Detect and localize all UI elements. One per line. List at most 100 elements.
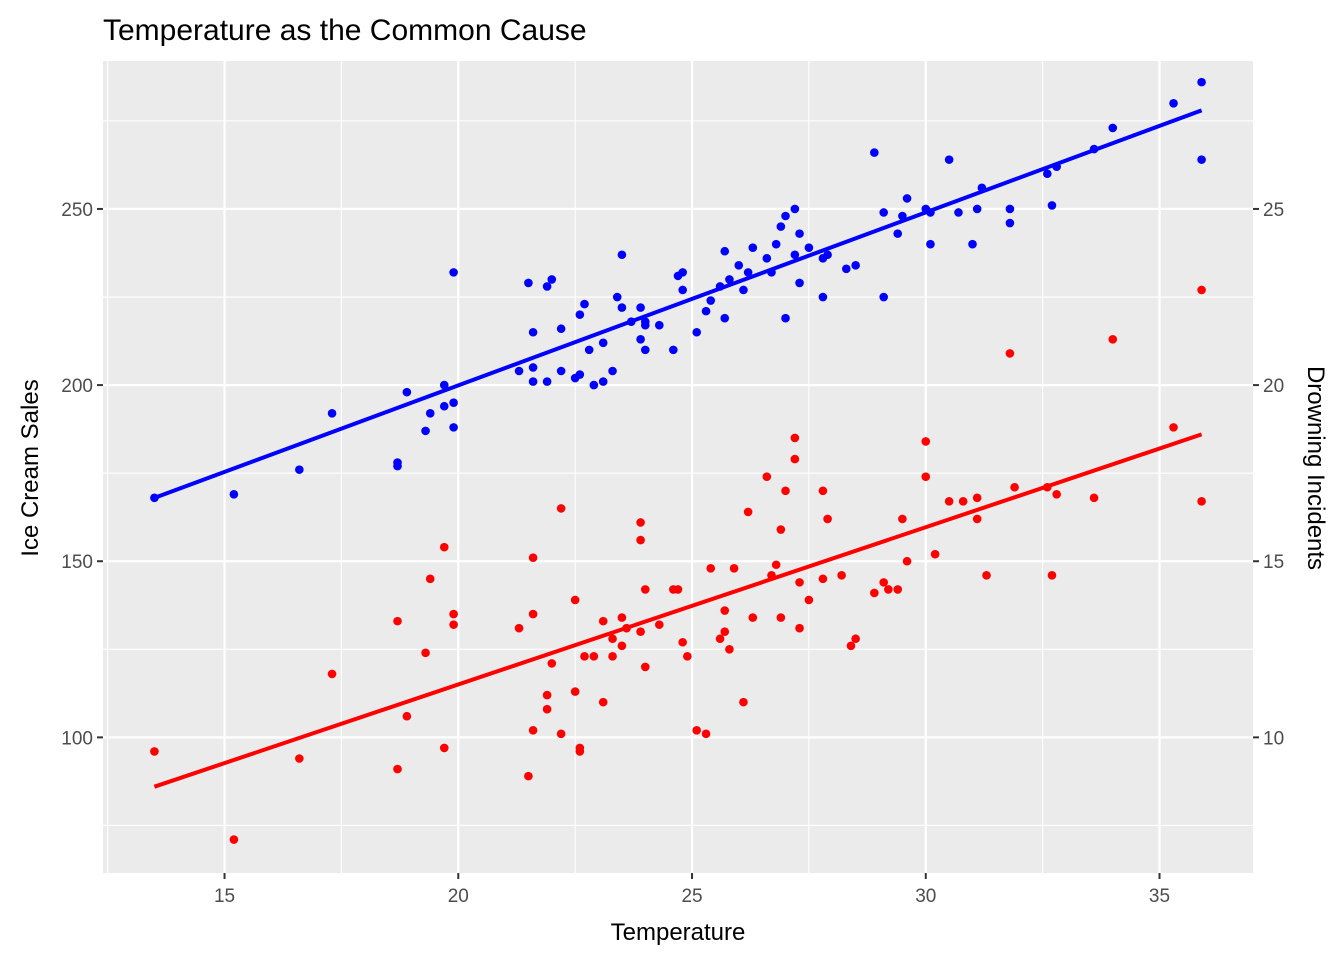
drowning-point xyxy=(598,616,608,626)
ice-cream-point xyxy=(902,194,912,203)
y-tick-label: 150 xyxy=(61,552,93,573)
series-drowning xyxy=(150,285,1206,844)
ice-cream-point xyxy=(612,292,622,302)
drowning-point xyxy=(229,835,239,844)
ice-cream-point xyxy=(393,458,402,467)
ice-cream-point xyxy=(528,327,538,337)
drowning-point xyxy=(921,437,931,446)
x-tick-label: 30 xyxy=(915,886,936,907)
ice-cream-point xyxy=(720,313,730,323)
drowning-point xyxy=(748,613,758,622)
ice-cream-point xyxy=(795,229,804,238)
drowning-point xyxy=(327,669,337,679)
drowning-point xyxy=(743,507,753,517)
y2-tick-label: 15 xyxy=(1263,552,1284,573)
drowning-point xyxy=(706,563,716,573)
drowning-point xyxy=(930,549,940,559)
ice-cream-point xyxy=(439,380,449,390)
ice-cream-point xyxy=(1047,201,1057,210)
drowning-point xyxy=(655,620,664,629)
ice-cream-point xyxy=(655,320,664,330)
ice-cream-point xyxy=(449,398,458,408)
ice-cream-point xyxy=(720,246,730,256)
y-tick-labels: 100 150 200 250 xyxy=(61,200,93,749)
drowning-point xyxy=(790,454,800,464)
ice-cream-point xyxy=(608,366,617,376)
drowning-point xyxy=(580,652,589,661)
drowning-point xyxy=(1108,334,1118,344)
drowning-point xyxy=(528,553,538,563)
drowning-point xyxy=(547,659,557,668)
ice-cream-point xyxy=(1197,155,1206,164)
drowning-point xyxy=(720,627,730,636)
drowning-point xyxy=(1010,482,1019,492)
ice-cream-point xyxy=(640,345,650,355)
drowning-point xyxy=(542,704,552,714)
y-tick-label: 250 xyxy=(61,200,93,221)
x-tick-label: 25 xyxy=(681,886,702,907)
ice-cream-point xyxy=(1169,98,1178,108)
drowning-point xyxy=(879,578,888,587)
drowning-point xyxy=(902,556,912,566)
ice-cream-point xyxy=(425,408,435,418)
drowning-point xyxy=(449,620,458,629)
drowning-point xyxy=(556,729,566,739)
drowning-point xyxy=(402,711,412,721)
ice-cream-point xyxy=(1043,169,1052,179)
grid-major xyxy=(103,61,1253,873)
drowning-point xyxy=(608,652,617,661)
drowning-point xyxy=(640,662,650,672)
ice-cream-point xyxy=(734,261,744,270)
drowning-point xyxy=(636,535,645,545)
ice-cream-point xyxy=(1197,77,1206,87)
ice-cream-point xyxy=(841,264,851,274)
drowning-point xyxy=(837,571,846,580)
ice-cream-point xyxy=(790,204,800,214)
ice-cream-point xyxy=(968,239,977,249)
ice-cream-point xyxy=(598,377,608,386)
ice-cream-point xyxy=(617,303,627,312)
ice-cream-point xyxy=(954,208,963,217)
drowning-point xyxy=(528,609,538,619)
drowning-point xyxy=(795,578,804,587)
ice-cream-point xyxy=(542,282,552,291)
ice-cream-point xyxy=(636,303,645,312)
ice-cream-point xyxy=(790,250,800,260)
drowning-point xyxy=(589,652,599,661)
drowning-point xyxy=(944,497,954,506)
ice-cream-point xyxy=(743,268,753,277)
ice-cream-point xyxy=(556,324,566,334)
ice-cream-point xyxy=(640,320,650,330)
ice-cream-point xyxy=(229,490,239,499)
grid-minor xyxy=(103,61,1253,873)
ice-cream-point xyxy=(739,285,748,295)
x-axis-title: Temperature xyxy=(611,919,746,946)
drowning-point xyxy=(771,560,781,570)
drowning-point xyxy=(1005,349,1015,358)
drowning-point xyxy=(921,472,931,481)
drowning-point xyxy=(1197,497,1206,506)
x-tick-label: 35 xyxy=(1149,886,1170,907)
drowning-point xyxy=(570,595,580,605)
ice-cream-point xyxy=(528,377,538,386)
drowning-point xyxy=(776,613,786,622)
ice-cream-point xyxy=(524,278,533,288)
y-axis-title: Ice Cream Sales xyxy=(17,379,44,556)
ice-cream-point xyxy=(575,310,585,319)
ice-cream-point xyxy=(547,275,557,284)
ice-cream-point xyxy=(669,345,678,355)
y2-tick-label: 25 xyxy=(1263,200,1284,221)
ice-cream-point xyxy=(449,423,458,432)
drowning-point xyxy=(421,648,430,658)
ice-cream-point xyxy=(781,313,790,323)
y2-tick-labels: 10 15 20 25 xyxy=(1263,200,1284,749)
ice-cream-point xyxy=(972,204,982,214)
plot-panel xyxy=(103,61,1253,873)
drowning-point xyxy=(790,433,800,443)
ice-cream-point xyxy=(514,366,524,376)
drowning-point xyxy=(617,613,627,622)
y2-axis-title: Drowning Incidents xyxy=(1302,366,1329,570)
ice-cream-point xyxy=(725,275,734,284)
x-tick-label: 20 xyxy=(448,886,469,907)
